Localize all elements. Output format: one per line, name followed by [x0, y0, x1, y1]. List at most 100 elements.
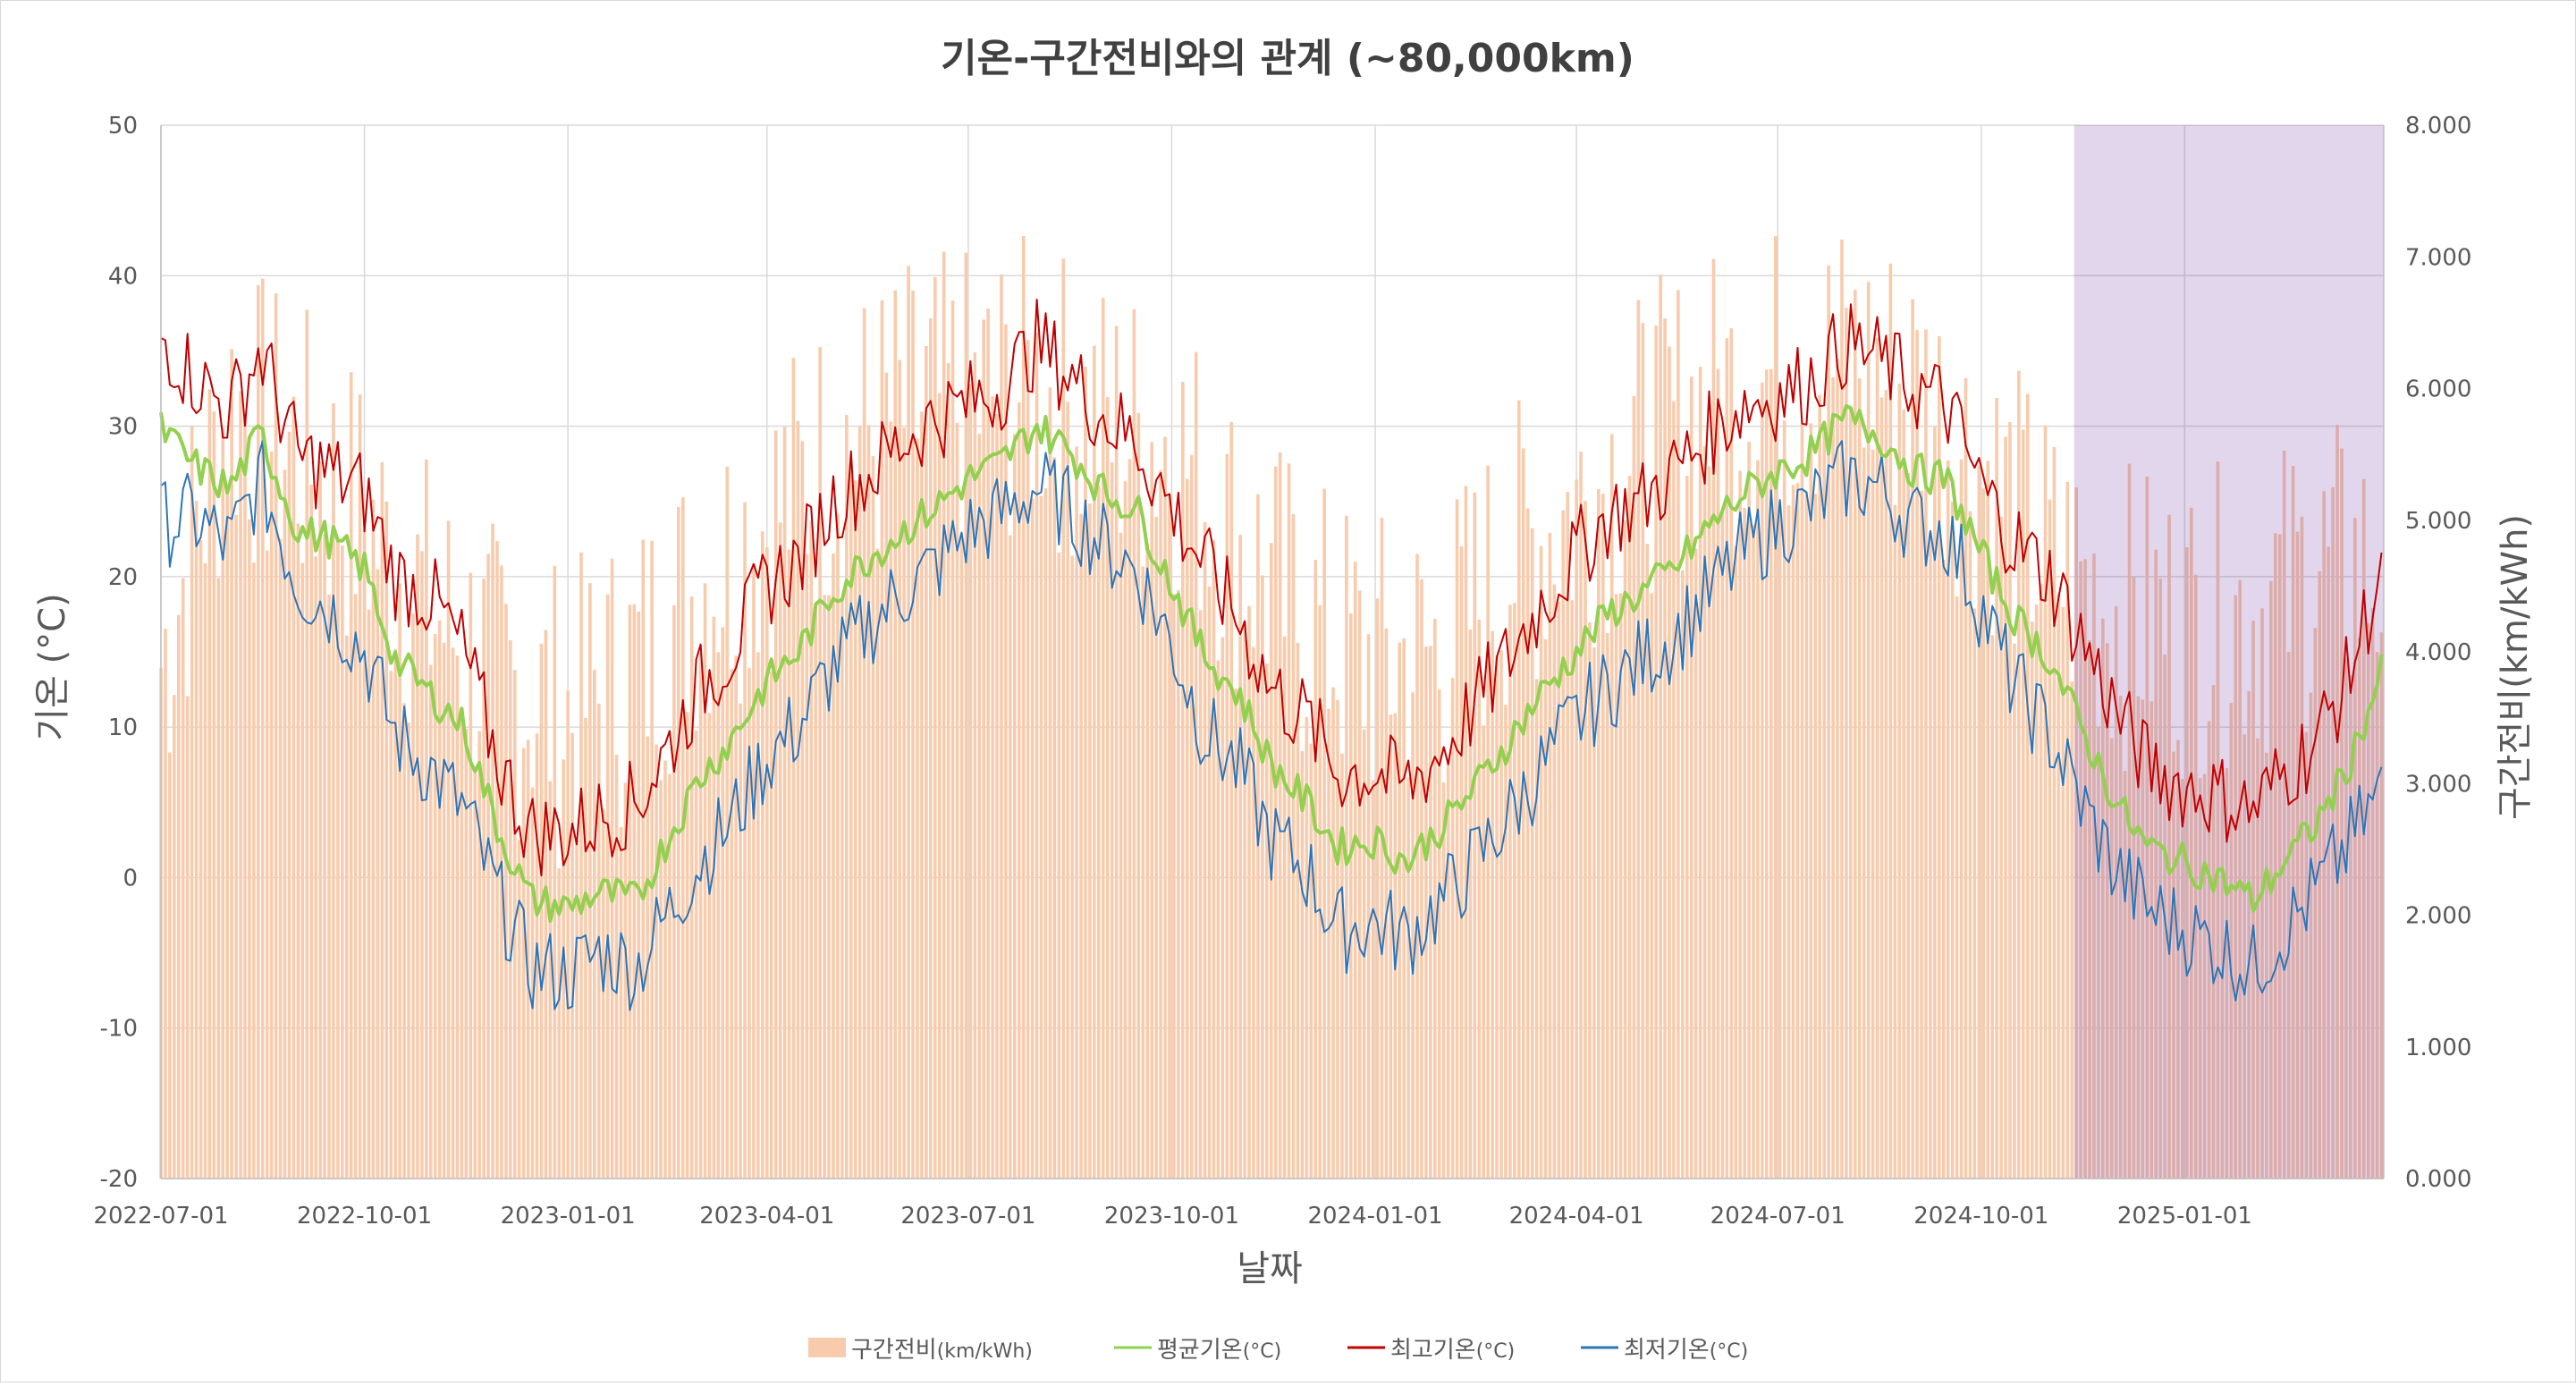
efficiency-bar: [1809, 423, 1813, 1179]
efficiency-bar: [243, 418, 247, 1179]
efficiency-bar: [1154, 517, 1158, 1179]
efficiency-bar: [1791, 485, 1795, 1179]
efficiency-bar: [1681, 570, 1685, 1179]
efficiency-bar: [1795, 483, 1800, 1179]
efficiency-bar: [1172, 594, 1176, 1179]
efficiency-bar: [2357, 637, 2361, 1179]
efficiency-bar: [832, 553, 835, 1179]
efficiency-bar: [1866, 282, 1871, 1179]
y-right-axis-title: 구간전비(km/kWh): [2495, 514, 2536, 820]
efficiency-bar: [1159, 469, 1162, 1179]
efficiency-bar: [1105, 397, 1110, 1179]
efficiency-bar: [614, 755, 619, 1179]
efficiency-bar: [823, 595, 826, 1179]
efficiency-bar: [1084, 367, 1087, 1179]
efficiency-bar: [1464, 486, 1468, 1179]
efficiency-bar: [1353, 562, 1357, 1179]
efficiency-bar: [2092, 554, 2096, 1179]
efficiency-bar: [1804, 492, 1809, 1179]
efficiency-bar: [2335, 425, 2339, 1179]
efficiency-bar: [1300, 750, 1305, 1179]
efficiency-bar: [1305, 716, 1309, 1179]
efficiency-bar: [672, 604, 676, 1179]
efficiency-bar: [428, 664, 433, 1179]
efficiency-bar: [1198, 610, 1203, 1179]
efficiency-bar: [1884, 390, 1888, 1179]
efficiency-bar: [176, 614, 181, 1179]
efficiency-bar: [1588, 622, 1592, 1179]
efficiency-bar: [296, 523, 300, 1179]
efficiency-bar: [1990, 635, 1994, 1179]
y-left-ticks: 50 40 30 20 10 0 -10 -20: [100, 113, 138, 1193]
efficiency-bar: [986, 308, 990, 1179]
efficiency-bar: [1893, 504, 1897, 1179]
efficiency-bar: [2141, 699, 2145, 1179]
efficiency-bar: [1836, 359, 1839, 1179]
efficiency-bar: [451, 647, 455, 1179]
efficiency-bar: [937, 393, 942, 1179]
temperature-lines: [159, 299, 2384, 1011]
efficiency-bar: [1061, 258, 1066, 1179]
efficiency-bar: [1026, 340, 1030, 1179]
efficiency-bar: [1009, 535, 1012, 1179]
efficiency-bar: [2043, 425, 2048, 1179]
efficiency-bar: [2149, 701, 2154, 1179]
efficiency-bar: [194, 501, 198, 1179]
efficiency-bar: [2366, 622, 2370, 1179]
efficiency-bar: [1181, 382, 1185, 1179]
efficiency-bar: [1849, 409, 1853, 1179]
y-right-tick-label: 5.000: [2405, 508, 2471, 535]
efficiency-bar: [1477, 619, 1482, 1179]
efficiency-bar: [1632, 395, 1636, 1179]
efficiency-bar: [2083, 559, 2087, 1179]
efficiency-bar: [517, 840, 521, 1179]
efficiency-bar: [1035, 332, 1039, 1179]
efficiency-bar: [739, 703, 742, 1179]
efficiency-bar: [1243, 621, 1246, 1179]
efficiency-bar: [1920, 490, 1923, 1179]
efficiency-bar: [1977, 465, 1981, 1179]
x-tick-label: 2024-01-01: [1307, 1203, 1442, 1230]
efficiency-bar: [1654, 325, 1658, 1179]
efficiency-bar: [433, 634, 437, 1179]
y-right-ticks: 8.000 7.000 6.000 5.000 4.000 3.000 2.000 1.000…: [2405, 113, 2471, 1193]
efficiency-bar: [1136, 412, 1141, 1179]
efficiency-bar: [2105, 643, 2109, 1179]
efficiency-bar: [389, 671, 393, 1179]
efficiency-bar: [1393, 713, 1398, 1179]
efficiency-bar: [367, 609, 371, 1179]
efficiency-bar: [995, 413, 999, 1179]
efficiency-bar: [1752, 525, 1755, 1179]
y-left-tick-label: 0: [122, 865, 138, 892]
efficiency-bar: [411, 613, 415, 1179]
efficiency-bar: [1946, 460, 1950, 1179]
efficiency-bar: [1999, 516, 2003, 1179]
efficiency-bar: [1950, 501, 1955, 1179]
efficiency-bar: [2344, 658, 2348, 1179]
efficiency-bar: [185, 696, 190, 1179]
efficiency-bar: [694, 730, 698, 1179]
efficiency-bar: [1030, 498, 1035, 1179]
efficiency-bar: [344, 635, 349, 1179]
efficiency-bar: [539, 643, 544, 1179]
efficiency-bar: [1765, 369, 1769, 1179]
efficiency-bar: [1924, 329, 1928, 1179]
efficiency-bar: [655, 744, 658, 1179]
efficiency-bar: [1441, 782, 1446, 1179]
efficiency-bar: [416, 534, 419, 1179]
efficiency-bar: [1597, 489, 1600, 1179]
efficiency-bar: [1021, 236, 1026, 1179]
efficiency-bar: [610, 558, 614, 1179]
legend-label-efficiency: 구간전비(km/kWh): [851, 1337, 1033, 1364]
x-tick-label: 2024-07-01: [1710, 1203, 1845, 1230]
efficiency-bar: [371, 499, 376, 1179]
highlight-region-layer: [2073, 125, 2384, 1179]
efficiency-bar: [2309, 692, 2313, 1179]
efficiency-bar: [1592, 647, 1596, 1179]
efficiency-bar: [181, 578, 185, 1179]
efficiency-bar: [1888, 263, 1893, 1179]
efficiency-bar: [491, 523, 494, 1179]
efficiency-bar: [2242, 734, 2246, 1179]
efficiency-bar: [323, 534, 326, 1179]
